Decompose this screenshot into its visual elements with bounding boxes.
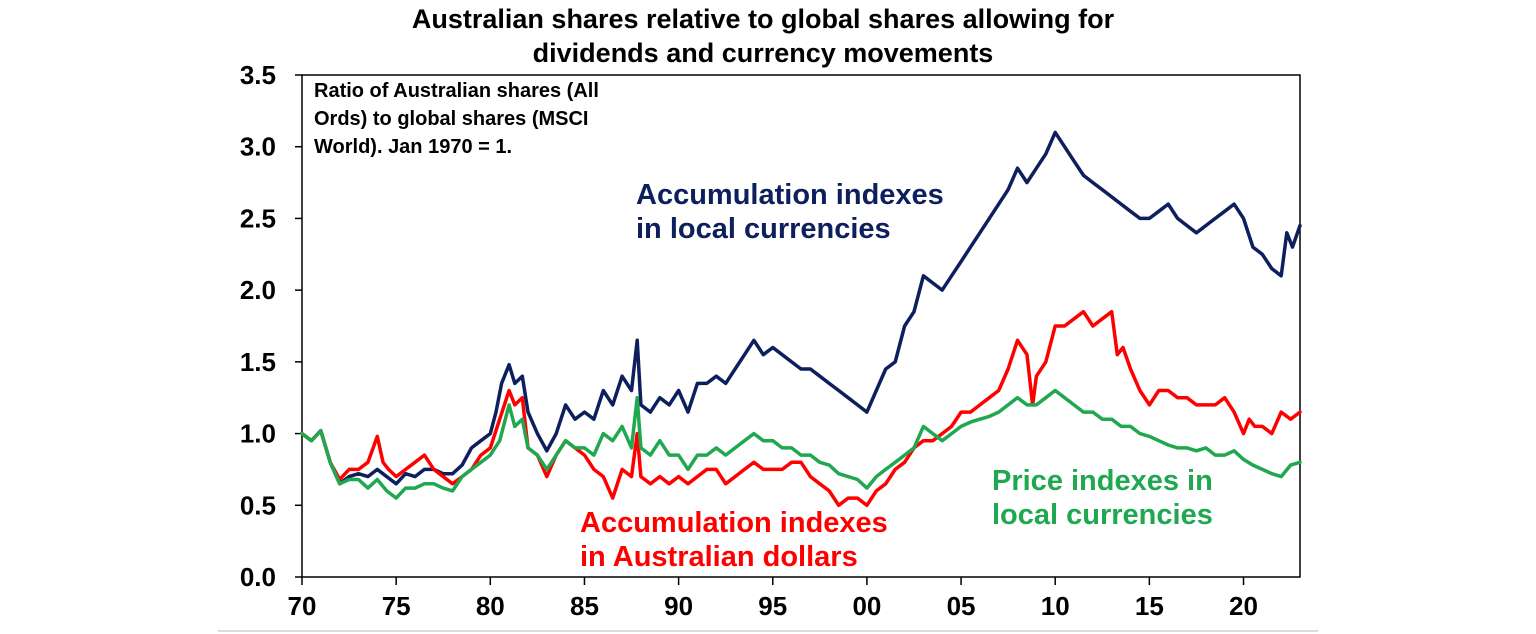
plot-frame: [301, 74, 1301, 578]
x-tick-label: 95: [758, 591, 787, 621]
y-tick-label: 1.5: [240, 347, 276, 377]
y-axis: 0.0 0.5 1.0 1.5 2.0 2.5 3.0 3.5: [240, 60, 302, 592]
x-tick-label: 15: [1135, 591, 1164, 621]
x-axis: 70 75 80 85 90 95 00 05 10 15 20: [288, 577, 1258, 621]
chart-note-line-3: World). Jan 1970 = 1.: [314, 136, 512, 158]
series-label-price-local-line-1: Price indexes in: [992, 465, 1213, 497]
series-label-accumulation-local-line-1: Accumulation indexes: [636, 179, 944, 211]
x-tick-label: 90: [664, 591, 693, 621]
y-tick-label: 0.0: [240, 562, 276, 592]
chart-note-line-2: Ords) to global shares (MSCI: [314, 108, 588, 130]
series-label-accumulation-aud-line-1: Accumulation indexes: [580, 507, 888, 539]
series-lines: [300, 130, 1302, 508]
y-tick-label: 3.0: [240, 132, 276, 162]
series-label-accumulation-local-line-2: in local currencies: [636, 213, 891, 245]
chart-title-line-1: Australian shares relative to global sha…: [412, 4, 1115, 34]
x-tick-label: 00: [852, 591, 881, 621]
y-tick-label: 2.5: [240, 203, 276, 233]
y-tick-label: 2.0: [240, 275, 276, 305]
series-line-accumulation-local: [300, 130, 1302, 486]
x-tick-label: 20: [1229, 591, 1258, 621]
y-tick-label: 3.5: [240, 60, 276, 90]
chart-note-line-1: Ratio of Australian shares (All: [314, 80, 599, 102]
x-tick-label: 85: [570, 591, 599, 621]
series-label-price-local-line-2: local currencies: [992, 499, 1213, 531]
x-tick-label: 75: [382, 591, 411, 621]
x-tick-label: 10: [1041, 591, 1070, 621]
x-tick-label: 70: [288, 591, 317, 621]
chart-title-line-2: dividends and currency movements: [533, 38, 994, 68]
x-tick-label: 05: [947, 591, 976, 621]
y-tick-label: 0.5: [240, 490, 276, 520]
series-label-accumulation-aud-line-2: in Australian dollars: [580, 541, 858, 573]
series-line-price-local: [300, 388, 1302, 500]
y-tick-label: 1.0: [240, 419, 276, 449]
x-tick-label: 80: [476, 591, 505, 621]
